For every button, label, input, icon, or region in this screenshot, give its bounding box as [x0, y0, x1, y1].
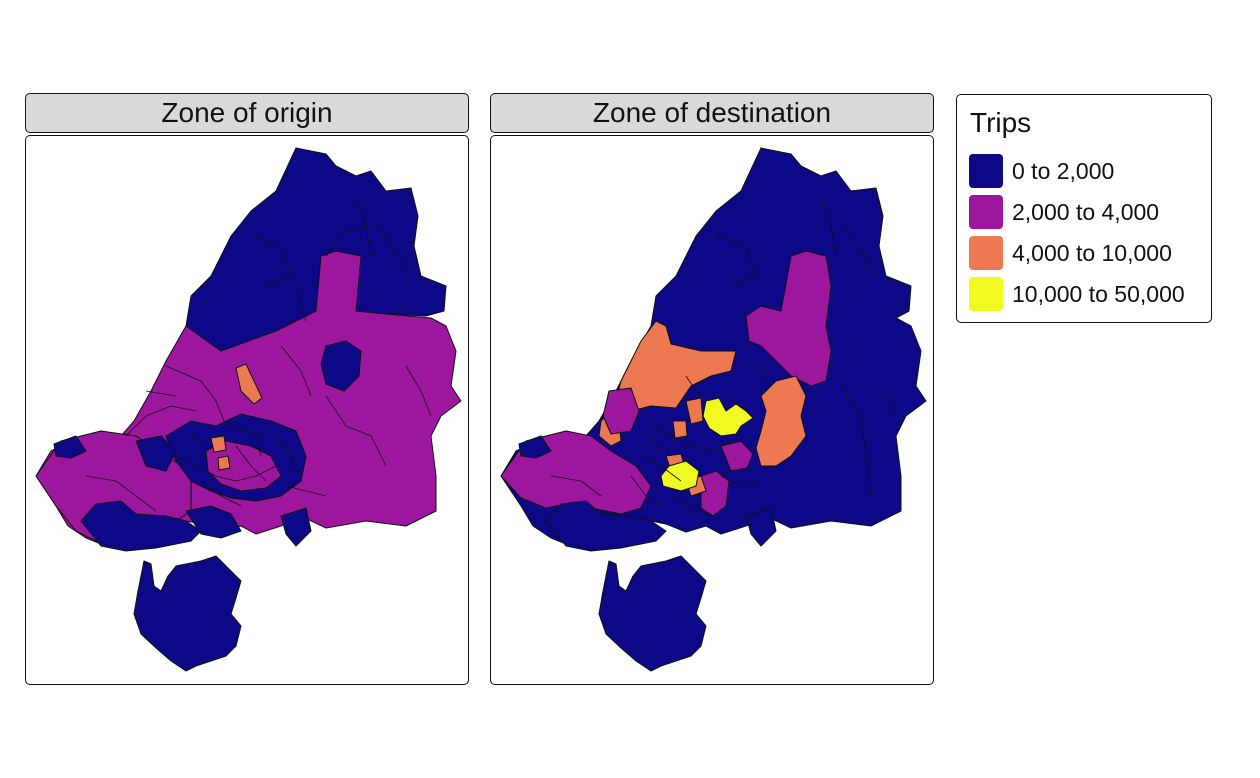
dest-zone-south-island: [598, 555, 707, 672]
legend-title: Trips: [970, 107, 1032, 138]
zone-south-island: [133, 555, 242, 672]
dest-zone-core-magenta-3: [720, 440, 754, 472]
facet-destination: Zone of destination: [490, 93, 934, 685]
zone-inner-west-dark: [135, 435, 177, 472]
legend-item-3: 10,000 to 50,000: [969, 276, 1185, 312]
map-destination: [500, 147, 927, 672]
zone-orange-1: [235, 363, 263, 405]
dest-zone-yellow-south: [660, 460, 700, 492]
zone-north-core-dark: [320, 340, 362, 392]
legend-swatch-3: [969, 277, 1003, 311]
dest-zone-east-orange: [755, 375, 807, 467]
dest-zone-core-orange-2: [672, 420, 688, 439]
zone-orange-3: [217, 455, 231, 471]
legend-label-0: 0 to 2,000: [1012, 157, 1115, 184]
map-panel-destination: [490, 135, 934, 685]
dest-zone-yellow-central: [702, 397, 754, 437]
dest-zone-core-orange-1: [685, 397, 704, 425]
dest-zone-northeast-magenta: [745, 250, 832, 387]
zone-southwest-dark: [80, 500, 202, 552]
map-origin: [35, 147, 462, 672]
legend-swatch-0: [969, 154, 1003, 188]
facet-title-destination: Zone of destination: [592, 97, 832, 128]
facet-title-origin: Zone of origin: [161, 97, 333, 128]
zone-orange-2: [210, 435, 227, 453]
legend-item-2: 4,000 to 10,000: [969, 235, 1172, 271]
facet-strip-destination: Zone of destination: [490, 93, 934, 133]
dest-zone-core-magenta-2: [700, 470, 730, 517]
facet-strip-origin: Zone of origin: [25, 93, 469, 133]
legend-label-1: 2,000 to 4,000: [1012, 198, 1160, 225]
zone-north-dark: [185, 147, 447, 352]
legend-label-2: 4,000 to 10,000: [1012, 239, 1172, 266]
legend-item-0: 0 to 2,000: [969, 153, 1114, 189]
dest-zone-southeast-dark: [745, 507, 777, 547]
zone-south-dark: [185, 505, 242, 539]
facet-origin: Zone of origin: [25, 93, 469, 685]
zone-west-dark: [53, 435, 87, 459]
legend-swatch-2: [969, 236, 1003, 270]
dest-zone-west-dark: [518, 435, 552, 459]
map-panel-origin: [25, 135, 469, 685]
dest-zone-south-dark: [545, 500, 667, 552]
legend-swatch-1: [969, 195, 1003, 229]
zone-southeast-dark: [280, 507, 312, 547]
dest-zone-west-orange: [615, 320, 737, 412]
legend: Trips 0 to 2,000 2,000 to 4,000 4,000 to…: [956, 94, 1212, 323]
dest-zone-core-magenta-1: [602, 387, 640, 435]
legend-label-3: 10,000 to 50,000: [1012, 280, 1185, 307]
legend-item-1: 2,000 to 4,000: [969, 194, 1159, 230]
